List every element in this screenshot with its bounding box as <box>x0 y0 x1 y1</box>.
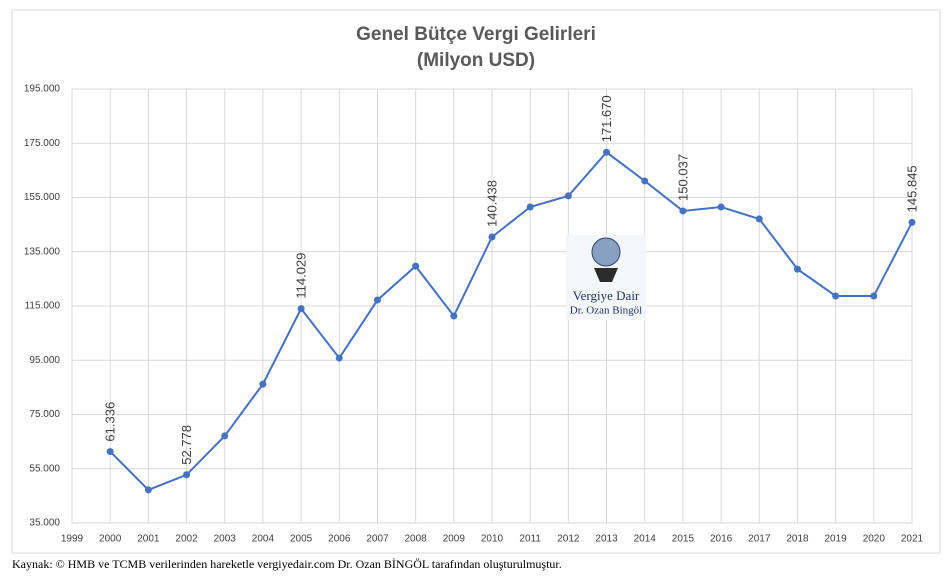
x-tick-label: 2021 <box>901 534 924 545</box>
chart-title: Genel Bütçe Vergi Gelirleri <box>356 24 596 45</box>
point <box>259 380 267 388</box>
x-tick-label: 2016 <box>710 534 733 545</box>
point <box>106 448 114 456</box>
watermark-globe <box>591 237 621 267</box>
y-tick-label: 95.000 <box>29 355 60 366</box>
point <box>679 207 687 215</box>
point <box>488 233 496 241</box>
point <box>717 203 725 211</box>
x-tick-label: 2009 <box>443 534 466 545</box>
x-tick-label: 2001 <box>137 534 160 545</box>
x-tick-label: 2019 <box>825 534 848 545</box>
source-note: Kaynak: © HMB ve TCMB verilerinden harek… <box>12 557 562 571</box>
watermark-logo: Vergiye Dair Dr. Ozan Bingöl <box>566 235 646 320</box>
y-tick-label: 175.000 <box>24 138 61 149</box>
chart-subtitle: (Milyon USD) <box>417 50 535 71</box>
data-label: 114.029 <box>294 253 309 299</box>
point <box>603 148 611 156</box>
x-tick-label: 2000 <box>99 534 122 545</box>
x-tick-label: 2015 <box>672 534 695 545</box>
y-tick-label: 35.000 <box>29 518 60 529</box>
x-tick-label: 2006 <box>328 534 351 545</box>
x-tick-label: 1999 <box>61 534 84 545</box>
point <box>564 192 572 200</box>
x-tick-label: 2012 <box>557 534 580 545</box>
x-tick-label: 2010 <box>481 534 504 545</box>
x-tick-label: 2007 <box>366 534 389 545</box>
x-tick-label: 2004 <box>252 534 275 545</box>
x-tick-label: 2020 <box>863 534 886 545</box>
x-tick-label: 2013 <box>595 534 618 545</box>
x-tick-label: 2002 <box>175 534 198 545</box>
data-label: 150.037 <box>675 154 690 201</box>
y-tick-label: 155.000 <box>24 192 61 203</box>
x-tick-label: 2018 <box>786 534 809 545</box>
point <box>526 203 534 211</box>
watermark-text: Dr. Ozan Bingöl <box>570 305 642 317</box>
y-tick-label: 115.000 <box>25 301 61 312</box>
data-label: 171.670 <box>599 95 614 142</box>
y-tick-label: 75.000 <box>29 409 60 420</box>
point <box>908 218 916 226</box>
point <box>297 305 305 313</box>
x-tick-label: 2005 <box>290 534 313 545</box>
chart-frame <box>11 9 941 554</box>
point <box>373 296 381 304</box>
watermark-text: Vergiye Dair <box>573 288 640 303</box>
point <box>755 215 763 223</box>
point <box>870 292 878 300</box>
y-tick-label: 195.000 <box>24 84 61 95</box>
point <box>793 265 801 273</box>
point <box>144 486 152 494</box>
point <box>183 471 191 479</box>
data-label: 140.438 <box>484 180 499 227</box>
point <box>412 262 420 270</box>
data-label: 61.336 <box>103 402 118 442</box>
line <box>109 150 913 492</box>
point <box>450 312 458 320</box>
x-tick-label: 2014 <box>634 534 657 545</box>
data-label: 52.778 <box>179 425 194 465</box>
x-tick-label: 2011 <box>519 534 541 545</box>
watermark-figure <box>594 268 618 282</box>
point <box>221 432 229 440</box>
point <box>832 292 840 300</box>
y-tick-label: 55.000 <box>29 463 60 474</box>
data-label: 145.845 <box>904 165 919 212</box>
y-tick-label: 135.000 <box>24 246 61 257</box>
x-tick-label: 2003 <box>214 534 237 545</box>
x-tick-label: 2017 <box>748 534 771 545</box>
x-tick-label: 2008 <box>405 534 428 545</box>
point <box>335 354 343 362</box>
point <box>641 177 649 185</box>
